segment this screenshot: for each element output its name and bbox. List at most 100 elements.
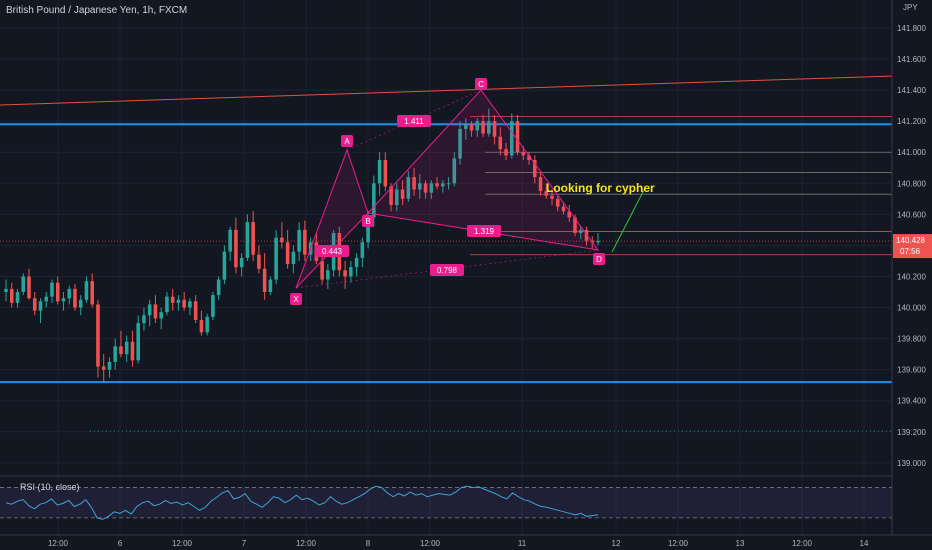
candle-body <box>27 276 31 299</box>
pattern-point-marker <box>362 215 374 227</box>
candle-body <box>326 270 330 280</box>
candle-body <box>452 158 457 184</box>
candle-body <box>285 242 290 265</box>
candle-body <box>159 312 163 319</box>
candle-body <box>101 366 106 370</box>
price-tick-label: 141.600 <box>897 55 926 64</box>
candle-body <box>567 211 572 218</box>
candle-body <box>32 298 37 311</box>
pattern-ratio-label: 1.411 <box>404 117 424 126</box>
candle-body <box>216 279 221 296</box>
price-tick-label: 139.200 <box>897 428 926 437</box>
candle-body <box>9 288 14 303</box>
candle-body <box>423 183 428 193</box>
candle-body <box>4 288 8 293</box>
candle-body <box>211 295 215 317</box>
time-tick-label: 12:00 <box>172 539 193 548</box>
price-tick-label: 140.800 <box>897 179 926 188</box>
candle-body <box>291 251 296 265</box>
candle-body <box>354 257 359 268</box>
candle-body <box>61 298 66 302</box>
candle-body <box>475 121 480 131</box>
candle-body <box>245 222 250 258</box>
rsi-pane <box>0 475 932 519</box>
candle-body <box>377 160 382 184</box>
chart-title: British Pound / Japanese Yen, 1h, FXCM <box>6 5 187 16</box>
candle-body <box>130 341 135 361</box>
time-axis-bg <box>0 535 932 550</box>
candle-body <box>176 299 181 303</box>
candle-body <box>90 281 94 305</box>
candle-body <box>538 177 543 192</box>
candle-body <box>487 121 491 134</box>
price-tick-label: 140.000 <box>897 304 926 313</box>
price-axis-bg <box>892 0 932 535</box>
price-tick-label: 139.600 <box>897 366 926 375</box>
candle-body <box>395 189 399 206</box>
candle-body <box>510 121 514 156</box>
candle-body <box>555 198 560 207</box>
candle-body <box>481 121 485 134</box>
candle-body <box>527 155 531 161</box>
pattern-xd-line <box>295 249 599 289</box>
pattern-ratio-label: 1.319 <box>474 227 495 236</box>
candle-body <box>170 296 175 303</box>
pattern-point-label: X <box>293 295 299 304</box>
candle-body <box>182 299 186 308</box>
candle-body <box>297 229 301 252</box>
time-tick-label: 12 <box>612 539 621 548</box>
time-tick-label: 11 <box>518 539 527 548</box>
projection-line <box>611 189 645 253</box>
candle-body <box>578 229 583 233</box>
candle-body <box>67 288 72 299</box>
candle-body <box>193 301 198 320</box>
candle-body <box>78 299 83 308</box>
pattern-point-label: C <box>478 80 484 89</box>
candle-body <box>360 242 365 258</box>
candle-body <box>504 149 508 156</box>
candle-body <box>406 177 411 199</box>
time-tick-label: 13 <box>736 539 745 548</box>
pattern-point-marker <box>593 253 605 265</box>
candle-body <box>50 282 54 297</box>
candle-body <box>383 160 388 187</box>
candle-body <box>165 296 169 313</box>
candle-body <box>280 237 284 243</box>
candle-body <box>124 341 129 355</box>
candle-body <box>320 260 324 280</box>
pattern-point-label: B <box>365 217 370 226</box>
candle-body <box>464 124 468 129</box>
trend-line <box>0 75 893 106</box>
time-tick-label: 12:00 <box>296 539 317 548</box>
candle-body <box>521 152 526 156</box>
candle-body <box>251 222 255 255</box>
candle-body <box>303 229 307 255</box>
candle-body <box>418 183 422 190</box>
candle-body <box>343 270 347 277</box>
last-price-badge <box>893 234 932 259</box>
horizontal-levels[interactable] <box>0 75 893 432</box>
pattern-ratio-badge <box>315 245 349 257</box>
candle-body <box>44 296 49 302</box>
harmonic-pattern[interactable]: X A B C D 0.443 1.411 1.319 0.798 <box>290 78 645 305</box>
pattern-point-marker <box>290 293 302 305</box>
countdown-timer: 07:56 <box>900 247 921 256</box>
candle-body <box>73 288 77 308</box>
candle-body <box>15 292 20 303</box>
candle-body <box>257 254 261 269</box>
candle-body <box>400 189 405 199</box>
annotation-text[interactable]: Looking for cypher <box>546 181 655 195</box>
candle-body <box>596 240 600 243</box>
candle-body <box>561 206 566 212</box>
candle-body <box>412 177 416 190</box>
rsi-band <box>0 487 892 518</box>
price-tick-label: 139.800 <box>897 335 926 344</box>
time-tick-label: 7 <box>242 539 247 548</box>
candle-body <box>21 276 26 293</box>
candle-body <box>532 160 537 178</box>
candle-body <box>498 136 503 150</box>
candle-body <box>389 186 393 206</box>
